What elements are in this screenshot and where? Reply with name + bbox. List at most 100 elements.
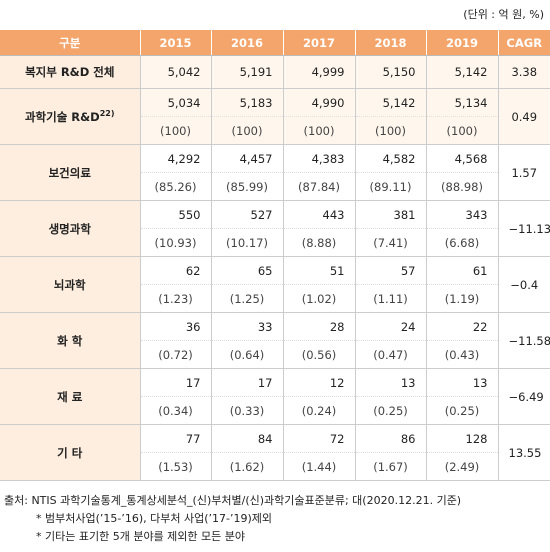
table-subrow: (85.26) (85.99) (87.84) (89.11) (88.98): [0, 172, 550, 201]
share-cell: (100): [282, 116, 356, 145]
value-cell: 527: [210, 200, 284, 229]
table-subrow: (100) (100) (100) (100) (100): [0, 116, 550, 145]
data-table: 구분 2015 2016 2017 2018 2019 CAGR 복지부 R&D 전체 5,0…: [0, 30, 550, 481]
share-cell: (0.47): [354, 340, 427, 369]
value-cell: 5,191: [210, 55, 284, 89]
share-cell: (100): [354, 116, 427, 145]
share-cell: (0.43): [425, 340, 499, 369]
value-cell: 4,292: [139, 144, 212, 173]
share-cell: (0.33): [210, 396, 284, 425]
header-cell: 2019: [425, 30, 498, 56]
value-cell: 65: [210, 256, 284, 285]
share-cell: (85.99): [210, 172, 284, 201]
row-label: 과학기술 R&D22): [0, 88, 141, 145]
table-row: 재 료 17 17 12 13 13 −6.49: [0, 368, 550, 425]
value-cell: 86: [354, 424, 427, 453]
value-cell: 12: [282, 368, 356, 397]
value-cell: 4,568: [425, 144, 499, 173]
value-cell: 4,383: [282, 144, 356, 173]
share-cell: (88.98): [425, 172, 499, 201]
unit-label: (단위 : 억 원, %): [463, 8, 544, 21]
value-cell: 24: [354, 312, 427, 341]
share-cell: (2.49): [425, 452, 499, 481]
row-label: 보건의료: [0, 144, 141, 201]
value-cell: 33: [210, 312, 284, 341]
value-cell: 5,034: [139, 88, 212, 117]
cagr-cell: −11.13: [497, 200, 550, 257]
table-row: 과학기술 R&D22) 5,034 5,183 4,990 5,142 5,134 0.49: [0, 88, 550, 145]
share-cell: (100): [139, 116, 212, 145]
header-cell: CAGR: [497, 30, 550, 56]
table-row: 생명과학 550 527 443 381 343 −11.13: [0, 200, 550, 257]
table-subrow: (10.93) (10.17) (8.88) (7.41) (6.68): [0, 228, 550, 257]
share-cell: (100): [210, 116, 284, 145]
row-label-text: 기 타: [57, 445, 83, 460]
value-cell: 61: [425, 256, 499, 285]
value-cell: 4,582: [354, 144, 427, 173]
share-cell: (0.34): [139, 396, 212, 425]
value-cell: 5,134: [425, 88, 499, 117]
share-cell: (1.19): [425, 284, 499, 313]
value-cell: 62: [139, 256, 212, 285]
value-cell: 5,042: [139, 55, 212, 89]
value-cell: 72: [282, 424, 356, 453]
row-label-text: 과학기술 R&D: [24, 109, 100, 124]
row-label-text: 재 료: [57, 389, 83, 404]
row-label-text: 보건의료: [48, 165, 91, 180]
row-label: 생명과학: [0, 200, 141, 257]
footnote-ref: 22): [99, 108, 115, 118]
value-cell: 84: [210, 424, 284, 453]
table-subrow: (1.23) (1.25) (1.02) (1.11) (1.19): [0, 284, 550, 313]
cagr-cell: 1.57: [497, 144, 550, 201]
value-cell: 13: [354, 368, 427, 397]
value-cell: 128: [425, 424, 499, 453]
value-cell: 343: [425, 200, 499, 229]
table-row: 화 학 36 33 28 24 22 −11.58: [0, 312, 550, 369]
share-cell: (0.72): [139, 340, 212, 369]
share-cell: (10.17): [210, 228, 284, 257]
share-cell: (0.25): [425, 396, 499, 425]
share-cell: (1.44): [282, 452, 356, 481]
table-row: 기 타 77 84 72 86 128 13.55: [0, 424, 550, 481]
cagr-cell: 0.49: [497, 88, 550, 145]
row-label: 기 타: [0, 424, 141, 481]
row-label: 화 학: [0, 312, 141, 369]
header-row: 구분 2015 2016 2017 2018 2019 CAGR: [0, 30, 550, 56]
row-label-text: 화 학: [57, 333, 83, 348]
value-cell: 51: [282, 256, 356, 285]
share-cell: (0.25): [354, 396, 427, 425]
footnotes: 출처: NTIS 과학기술통계_통계상세분석_(신)부처별/(신)과학기술표준분…: [4, 492, 461, 546]
share-cell: (1.25): [210, 284, 284, 313]
value-cell: 57: [354, 256, 427, 285]
header-cell: 2017: [282, 30, 355, 56]
table-subrow: (1.53) (1.62) (1.44) (1.67) (2.49): [0, 452, 550, 481]
row-label: 재 료: [0, 368, 141, 425]
table-row: 복지부 R&D 전체 5,042 5,191 4,999 5,150 5,142 3.38: [0, 55, 550, 89]
share-cell: (89.11): [354, 172, 427, 201]
share-cell: (1.11): [354, 284, 427, 313]
value-cell: 4,990: [282, 88, 356, 117]
header-cell: 2015: [139, 30, 211, 56]
value-cell: 17: [139, 368, 212, 397]
value-cell: 28: [282, 312, 356, 341]
share-cell: (1.62): [210, 452, 284, 481]
value-cell: 17: [210, 368, 284, 397]
header-cell: 2018: [354, 30, 426, 56]
row-label-text: 뇌과학: [53, 277, 86, 292]
cagr-cell: 3.38: [497, 55, 550, 89]
value-cell: 4,457: [210, 144, 284, 173]
footnote: 출처: NTIS 과학기술통계_통계상세분석_(신)부처별/(신)과학기술표준분…: [4, 494, 462, 507]
footnote: * 기타는 표기한 5개 분야를 제외한 모든 분야: [36, 530, 246, 543]
value-cell: 5,142: [354, 88, 427, 117]
cagr-cell: 13.55: [497, 424, 550, 481]
share-cell: (0.64): [210, 340, 284, 369]
share-cell: (1.02): [282, 284, 356, 313]
share-cell: (85.26): [139, 172, 212, 201]
value-cell: 4,999: [282, 55, 356, 89]
share-cell: (6.68): [425, 228, 499, 257]
share-cell: (1.23): [139, 284, 212, 313]
value-cell: 443: [282, 200, 356, 229]
share-cell: (1.53): [139, 452, 212, 481]
footnote: * 범부처사업(’15-’16), 다부처 사업(’17-’19)제외: [36, 512, 273, 525]
table-row: 보건의료 4,292 4,457 4,383 4,582 4,568 1.57: [0, 144, 550, 201]
